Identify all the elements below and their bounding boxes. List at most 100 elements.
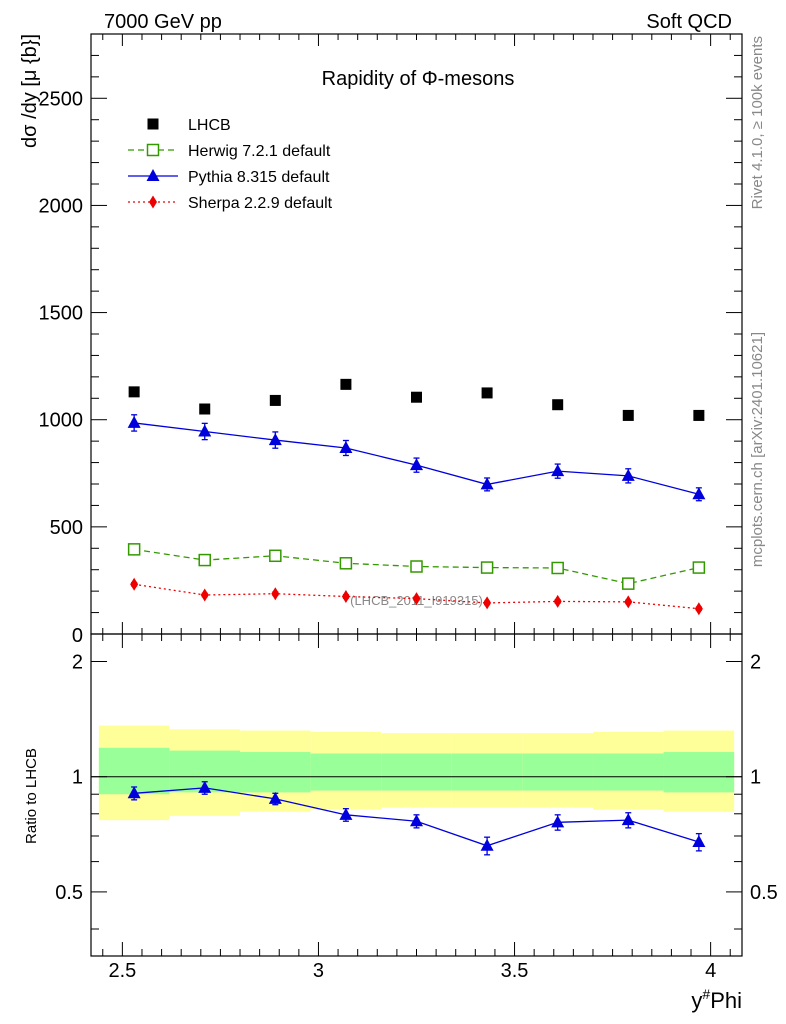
data-point	[147, 118, 159, 130]
band-inner	[451, 753, 523, 791]
pythia-point	[551, 815, 565, 828]
pythia-point	[198, 424, 212, 437]
series-sherpa	[130, 577, 703, 616]
herwig-point	[410, 560, 423, 573]
ratio-y-tick-label: 2	[72, 652, 83, 674]
pythia-point	[410, 814, 423, 827]
rivet-label: Rivet 4.1.0, ≥ 100k events	[749, 36, 766, 209]
band-inner	[310, 753, 382, 791]
y-tick-label: 1000	[39, 410, 84, 432]
legend-label: Sherpa 2.2.9 default	[188, 195, 333, 212]
band-inner	[522, 753, 593, 791]
x-tick-label: 3.5	[501, 960, 529, 982]
y-tick-label: 2000	[39, 195, 84, 217]
y-tick-label-zero: 0	[72, 625, 83, 647]
main-series	[127, 378, 706, 616]
herwig-point	[269, 549, 282, 563]
sherpa-point	[149, 195, 157, 209]
band-inner	[240, 752, 311, 793]
x-tick-label: 2.5	[108, 960, 136, 982]
pythia-point	[692, 835, 706, 848]
data-point	[199, 403, 211, 415]
pythia-point	[410, 458, 423, 471]
herwig-point	[146, 143, 160, 157]
x-axis-label: y#Phi	[691, 986, 742, 1013]
sherpa-point	[694, 602, 703, 616]
ratio-y-tick-label-right: 1	[750, 767, 761, 789]
sherpa-point	[483, 596, 492, 610]
legend-entry-pythia: Pythia 8.315 default	[128, 169, 330, 186]
y-tick-label: 500	[50, 517, 83, 539]
herwig-point	[622, 577, 635, 590]
pythia-point	[692, 487, 706, 500]
legend: LHCB Herwig 7.2.1 default Pythia 8.315 def…	[128, 117, 333, 212]
y-tick-label: 2500	[39, 88, 84, 110]
ratio-panel: 0.5 0.5 1 1 2 2 2.5 3 3.5 4 Ratio to LHCB y#Phi	[23, 633, 778, 1013]
sherpa-point	[200, 588, 209, 602]
sherpa-point	[553, 594, 562, 608]
band-inner	[663, 752, 735, 793]
ratio-uncertainty-bands	[98, 725, 735, 821]
herwig-point	[480, 561, 494, 574]
pythia-point	[268, 791, 282, 804]
mcplots-label: mcplots.cern.ch [arXiv:2401.10621]	[749, 332, 766, 567]
herwig-point	[127, 543, 141, 556]
band-inner	[592, 753, 664, 791]
pythia-point	[480, 477, 494, 490]
ratio-plot-frame	[90, 633, 743, 957]
ratio-y-tick-label: 1	[72, 767, 83, 789]
band-inner	[381, 753, 452, 791]
data-point	[481, 387, 493, 399]
herwig-point	[692, 561, 706, 574]
header-left: 7000 GeV pp	[104, 11, 222, 33]
pythia-point	[551, 464, 565, 477]
x-tick-labels: 2.5 3 3.5 4	[108, 960, 716, 982]
pythia-point	[127, 415, 141, 428]
pythia-point	[146, 169, 160, 181]
ratio-y-tick-label-right: 2	[750, 652, 761, 674]
data-point	[269, 394, 281, 406]
ratio-y-axis-label: Ratio to LHCB	[23, 748, 40, 844]
x-tick-label: 3	[313, 960, 324, 982]
data-point	[340, 378, 352, 390]
data-point	[552, 399, 564, 411]
sherpa-point	[130, 577, 139, 591]
data-point	[128, 386, 140, 398]
sherpa-point	[271, 587, 280, 601]
y-tick-label: 1500	[39, 303, 84, 325]
legend-label: Pythia 8.315 default	[188, 169, 330, 186]
data-point	[693, 409, 705, 421]
series-pythia	[127, 414, 706, 502]
plot-title: Rapidity of Φ-mesons	[322, 68, 515, 90]
herwig-point	[198, 553, 211, 567]
series-herwig	[127, 543, 706, 590]
pythia-point	[621, 468, 635, 481]
legend-entry-herwig: Herwig 7.2.1 default	[128, 143, 331, 160]
sherpa-point	[341, 590, 350, 603]
ratio-y-tick-labels: 0.5 0.5 1 1 2 2	[55, 652, 778, 904]
data-point	[411, 391, 422, 403]
legend-label: LHCB	[188, 117, 231, 134]
series-data	[128, 378, 705, 421]
pythia-point	[198, 780, 212, 793]
herwig-point	[339, 557, 353, 570]
header-right: Soft QCD	[646, 11, 732, 33]
data-point	[622, 409, 634, 421]
herwig-point	[551, 561, 564, 575]
series-line	[134, 583, 699, 610]
ratio-series-line	[127, 780, 706, 856]
sherpa-point	[624, 595, 633, 609]
pythia-point	[127, 786, 141, 799]
legend-entry-data: LHCB	[147, 117, 231, 134]
y-axis-label: dσ /dy [μ {b}]	[19, 34, 41, 148]
top-y-tick-labels: 500 1000 1500 2000 2500 0	[39, 88, 84, 647]
x-tick-label: 4	[705, 960, 716, 982]
ratio-y-tick-label: 0.5	[55, 882, 83, 904]
pythia-point	[480, 838, 494, 851]
ratio-series	[127, 780, 706, 856]
pythia-point	[339, 441, 353, 453]
pythia-point	[268, 433, 282, 446]
sherpa-point	[412, 592, 421, 606]
